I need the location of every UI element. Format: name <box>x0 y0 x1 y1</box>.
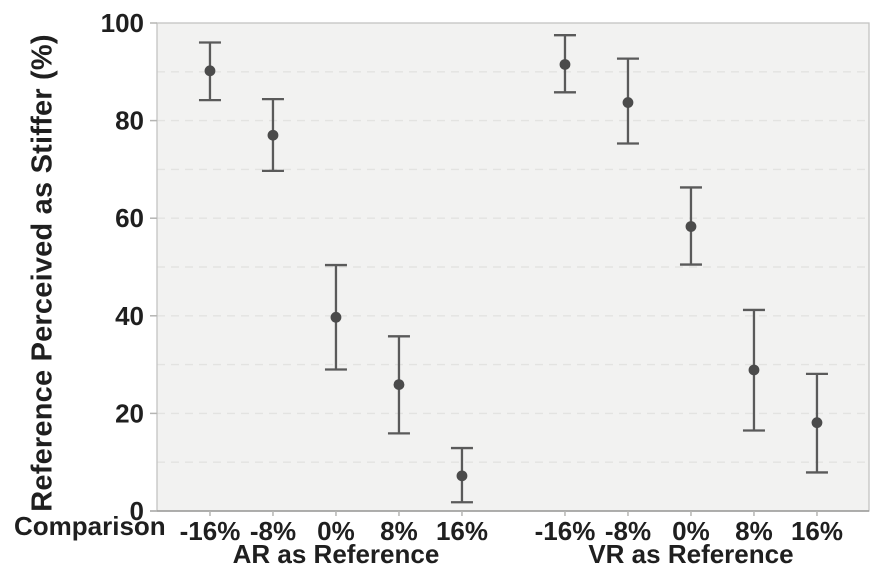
x-tick-label: 8% <box>380 516 418 546</box>
data-point <box>622 97 634 108</box>
data-point <box>330 311 342 323</box>
data-point <box>204 65 216 77</box>
data-point <box>267 129 279 141</box>
y-tick-label: 20 <box>115 398 144 428</box>
x-tick-label: 16% <box>436 516 488 546</box>
y-tick-label: 60 <box>115 203 144 233</box>
data-point <box>811 417 823 429</box>
x-axis-comparison-label: Comparison <box>14 511 166 541</box>
x-tick-label: 0% <box>317 516 355 546</box>
group-label: VR as Reference <box>588 539 793 567</box>
x-tick-label: 16% <box>791 516 843 546</box>
y-tick-label: 40 <box>115 301 144 331</box>
x-tick-label: -8% <box>250 516 296 546</box>
x-tick-label: -16% <box>535 516 596 546</box>
data-point <box>685 221 697 232</box>
x-tick-label: -8% <box>605 516 651 546</box>
x-tick-label: 0% <box>672 516 710 546</box>
x-tick-label: 8% <box>735 516 773 546</box>
data-point <box>748 364 760 376</box>
x-tick-label: -16% <box>180 516 241 546</box>
group-label: AR as Reference <box>233 539 440 567</box>
y-tick-label: 80 <box>115 106 144 136</box>
data-point <box>456 470 468 482</box>
y-tick-label: 0 <box>130 496 144 526</box>
data-point <box>559 59 571 70</box>
data-point <box>393 379 405 391</box>
y-tick-label: 100 <box>101 8 144 38</box>
